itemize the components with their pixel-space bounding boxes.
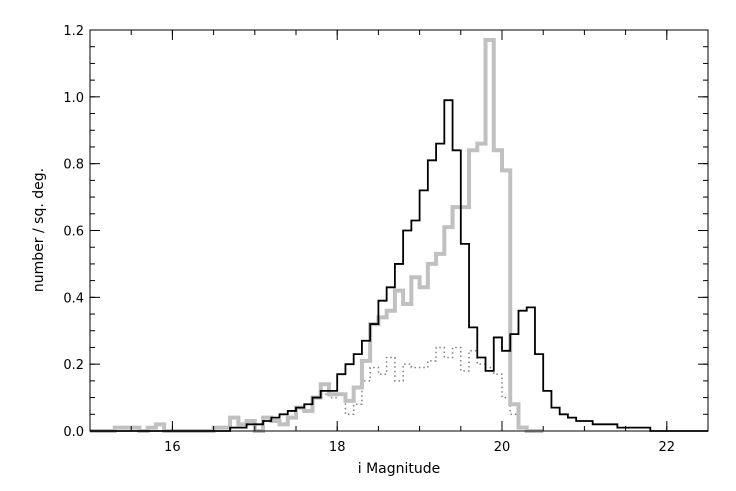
y-tick-label: 0.6 [63, 225, 84, 240]
x-tick-label: 18 [329, 440, 346, 455]
series-layer [90, 38, 708, 433]
x-tick-label: 20 [494, 440, 511, 455]
y-tick-label: 0.8 [63, 158, 84, 173]
x-axis-title: i Magnitude [358, 461, 441, 477]
y-tick-label: 0.2 [63, 358, 84, 373]
y-tick-label: 1.0 [63, 91, 84, 106]
series-thin-black-line [90, 99, 708, 432]
y-tick-label: 0.0 [63, 425, 84, 440]
y-tick-label: 1.2 [63, 24, 84, 39]
y-tick-label: 0.4 [63, 291, 84, 306]
tick-layer: 16 18 20 22 0.0 0.2 0.4 0.6 0.8 1.0 1.2 [63, 24, 709, 455]
series-dotted-gray-line [320, 346, 519, 416]
x-tick-label: 22 [659, 440, 676, 455]
plot-frame [89, 29, 709, 432]
y-axis-title: number / sq. deg. [31, 168, 47, 292]
x-tick-label: 16 [164, 440, 181, 455]
series-thick-gray-line [90, 38, 544, 433]
